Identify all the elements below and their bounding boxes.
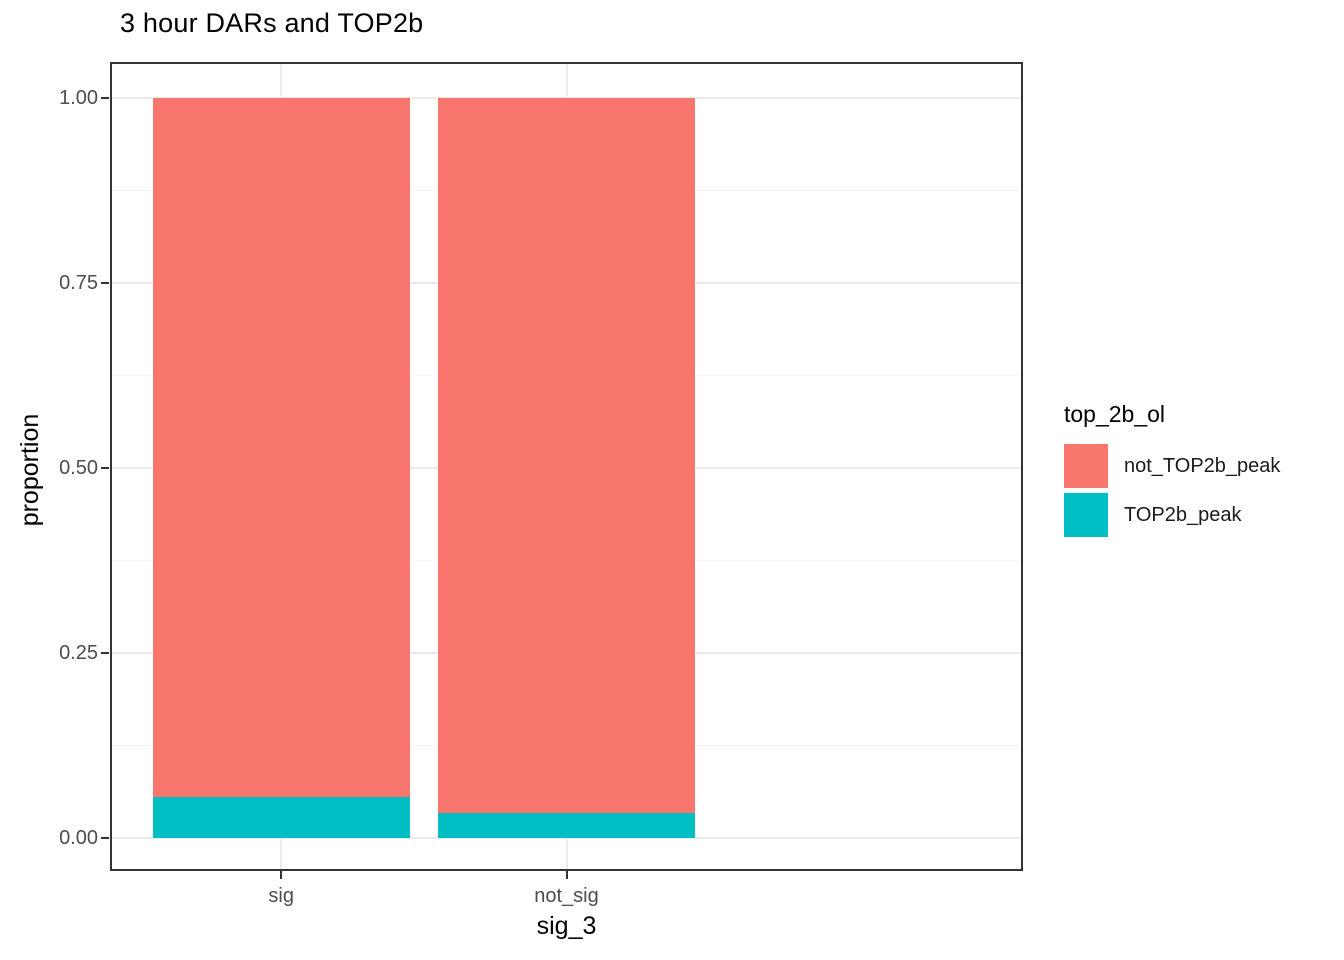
x-axis-tick	[280, 871, 283, 879]
y-axis-tick	[101, 467, 109, 469]
legend-swatch-not-top2b-peak	[1064, 444, 1108, 488]
y-tick-label: 0.00	[59, 827, 98, 849]
bar-segment-not_TOP2b_peak	[438, 98, 695, 813]
legend-label: TOP2b_peak	[1124, 503, 1242, 526]
x-tick-label: not_sig	[534, 885, 599, 907]
legend-title: top_2b_ol	[1064, 401, 1166, 427]
y-axis-tick	[101, 837, 109, 839]
legend-item: not_TOP2b_peak	[1064, 444, 1340, 488]
y-axis-tick	[101, 652, 109, 654]
y-tick-label: 0.25	[59, 642, 98, 664]
bar-segment-TOP2b_peak	[152, 797, 410, 838]
x-axis-title: sig_3	[536, 912, 597, 940]
y-tick-label: 0.50	[59, 457, 98, 479]
plot-panel	[110, 62, 1023, 871]
y-axis-tick	[101, 97, 109, 99]
legend: top_2b_ol not_TOP2b_peak TOP2b_peak	[1064, 401, 1340, 542]
y-tick-label: 1.00	[59, 87, 98, 109]
plot-title: 3 hour DARs and TOP2b	[120, 8, 424, 38]
legend-swatch-top2b-peak	[1064, 493, 1108, 537]
x-axis-tick	[565, 871, 568, 879]
y-tick-label: 0.75	[59, 272, 98, 294]
legend-label: not_TOP2b_peak	[1124, 454, 1281, 477]
legend-item: TOP2b_peak	[1064, 493, 1340, 537]
bar-segment-TOP2b_peak	[438, 812, 695, 838]
bar-segment-not_TOP2b_peak	[152, 98, 410, 798]
y-axis-tick	[101, 282, 109, 284]
x-tick-label: sig	[268, 885, 294, 907]
